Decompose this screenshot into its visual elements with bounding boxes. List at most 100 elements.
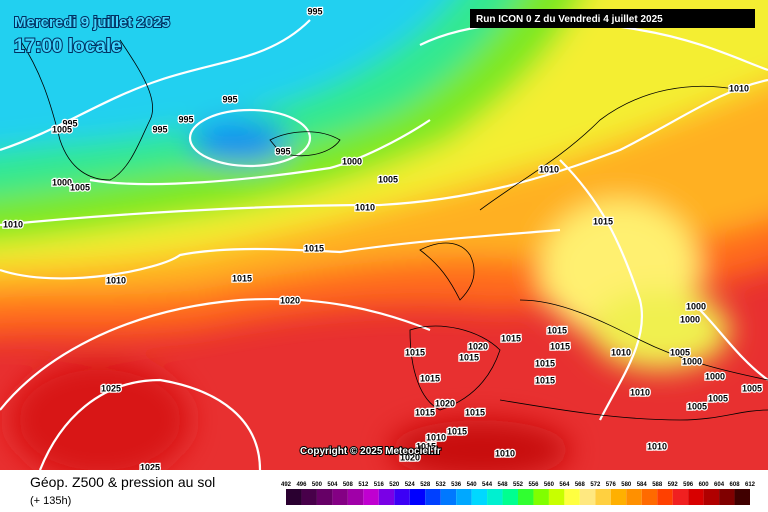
isobar-label: 1000	[705, 371, 725, 381]
colorbar-cell	[703, 489, 720, 505]
colorbar-cell	[657, 489, 673, 505]
colorbar-cell	[595, 489, 611, 505]
isobar-label: 1000	[52, 177, 72, 187]
colorbar-cell	[533, 489, 549, 505]
isobar-label: 1025	[101, 383, 121, 393]
colorbar-label: 612	[745, 482, 756, 488]
colorbar-cell	[734, 489, 750, 505]
colorbar-label: 496	[296, 482, 307, 488]
colorbar-cell	[425, 489, 441, 505]
isobar-label: 1010	[630, 387, 650, 397]
isobar-label: 1005	[378, 174, 398, 184]
isobar-label: 1015	[535, 375, 555, 385]
colorbar-label: 564	[559, 482, 570, 488]
colorbar-cell	[316, 489, 333, 505]
isobar-label: 1010	[355, 202, 375, 212]
isobar-label: 1015	[232, 273, 252, 283]
isobar-label: 1020	[280, 295, 300, 305]
isobar-label: 1015	[415, 407, 435, 417]
isobar-label: 1020	[400, 452, 420, 462]
colorbar-cell	[440, 489, 457, 505]
isobar-label: 1015	[535, 358, 555, 368]
isobar-label: 1000	[682, 356, 702, 366]
colorbar-label: 556	[528, 482, 539, 488]
colorbar-cell	[719, 489, 735, 505]
isobar-label: 1010	[729, 83, 749, 93]
colorbar: 492 496 500 504 508 512 516 520 524 528 532 536 540 5…	[281, 482, 756, 505]
isobar-label: 1005	[687, 401, 707, 411]
isobar-label: 1015	[304, 243, 324, 253]
colorbar-cell	[363, 489, 379, 505]
isobar-label: 1010	[539, 164, 559, 174]
colorbar-label: 576	[606, 482, 617, 488]
isobar-label: 995	[62, 118, 77, 128]
isobar-label: 1005	[70, 182, 90, 192]
isobar-label: 1015	[501, 333, 521, 343]
isobar-label: 1005	[708, 393, 728, 403]
isobar-label: 1005	[670, 347, 690, 357]
colorbar-label: 560	[544, 482, 555, 488]
isobar-label: 1015	[416, 441, 436, 451]
isobar-labels: 9959959959959959951005100010051000100510…	[2, 5, 764, 474]
isobar-label: 1010	[106, 275, 126, 285]
isobar-label: 1015	[447, 426, 467, 436]
colorbar-cell	[456, 489, 472, 505]
colorbar-label: 592	[668, 482, 679, 488]
colorbar-cell	[564, 489, 580, 505]
colorbar-label: 580	[621, 482, 632, 488]
colorbar-cell	[688, 489, 704, 505]
colorbar-label: 512	[358, 482, 369, 488]
colorbar-label: 572	[590, 482, 601, 488]
isobar-label: 1000	[342, 156, 362, 166]
isobar-label: 1000	[680, 314, 700, 324]
coastlines	[19, 39, 768, 421]
isobar-label: 1010	[611, 347, 631, 357]
isobar-label: 1000	[686, 301, 706, 311]
isobar-label: 995	[307, 6, 322, 16]
colorbar-cell	[641, 489, 658, 505]
colorbar-label: 568	[575, 482, 586, 488]
colorbar-cell	[487, 489, 503, 505]
colorbar-label: 540	[467, 482, 478, 488]
isobar-label: 1020	[468, 341, 488, 351]
isobar-label: 1015	[547, 325, 567, 335]
legend-title: Géop. Z500 & pression au sol	[30, 474, 215, 490]
colorbar-label: 528	[420, 482, 431, 488]
colorbar-label: 508	[343, 482, 354, 488]
isobar-label: 1005	[742, 383, 762, 393]
isobar-label: 1020	[435, 398, 455, 408]
legend-lead: (+ 135h)	[30, 495, 71, 507]
isobars	[0, 19, 768, 471]
colorbar-cell	[610, 489, 627, 505]
colorbar-cell	[347, 489, 364, 505]
colorbar-label: 532	[436, 482, 447, 488]
colorbar-cell	[394, 489, 410, 505]
colorbar-label: 588	[652, 482, 663, 488]
isobar-label: 1010	[495, 448, 515, 458]
colorbar-cell	[301, 489, 317, 505]
colorbar-label: 600	[699, 482, 710, 488]
colorbar-label: 596	[683, 482, 694, 488]
colorbar-cell	[286, 489, 302, 505]
colorbar-cell	[626, 489, 642, 505]
run-info: Run ICON 0 Z du Vendredi 4 juillet 2025	[476, 14, 663, 25]
isobar-label: 995	[178, 114, 193, 124]
isobar-label: 1015	[420, 373, 440, 383]
colorbar-label: 492	[281, 482, 292, 488]
colorbar-label: 504	[327, 482, 338, 488]
colorbar-cell	[518, 489, 534, 505]
colorbar-cell	[471, 489, 488, 505]
isobar-label: 995	[152, 124, 167, 134]
colorbar-label: 536	[451, 482, 462, 488]
colorbar-label: 584	[637, 482, 648, 488]
colorbar-label: 500	[312, 482, 323, 488]
colorbar-label: 544	[482, 482, 493, 488]
isobar-label: 1010	[647, 441, 667, 451]
colorbar-cell	[332, 489, 348, 505]
isobar-label: 1010	[426, 432, 446, 442]
forecast-date: Mercredi 9 juillet 2025	[14, 14, 170, 31]
colorbar-label: 604	[714, 482, 725, 488]
colorbar-label: 548	[498, 482, 509, 488]
colorbar-label: 608	[730, 482, 741, 488]
